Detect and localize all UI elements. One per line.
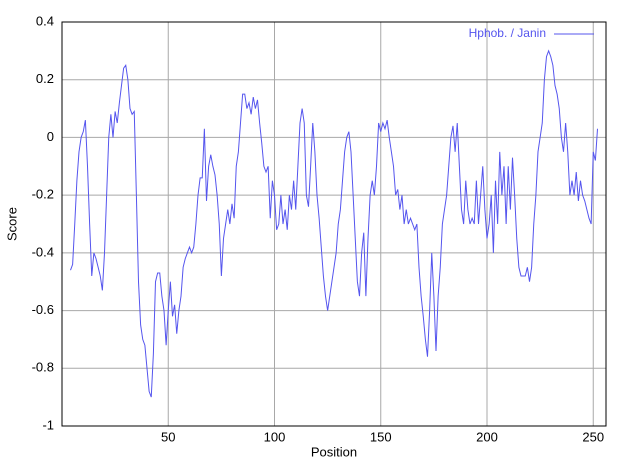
- data-line: [70, 49, 598, 398]
- y-axis-label: Score: [4, 207, 19, 241]
- legend-label: Hphob. / Janin: [469, 26, 546, 40]
- y-tick-label: -0.4: [32, 244, 54, 259]
- x-tick-label: 50: [161, 429, 175, 444]
- x-tick-label: 150: [370, 429, 392, 444]
- plot-frame: [61, 21, 607, 427]
- y-tick-label: 0.4: [36, 13, 54, 28]
- y-tick-label: -1: [42, 417, 54, 432]
- x-axis-label: Position: [311, 444, 357, 459]
- y-tick-label: -0.2: [32, 187, 54, 202]
- x-tick-label: 100: [264, 429, 286, 444]
- x-tick-label: 200: [476, 429, 498, 444]
- y-tick-label: -0.8: [32, 360, 54, 375]
- x-tick-label: 250: [582, 429, 604, 444]
- y-tick-label: 0: [47, 129, 54, 144]
- y-tick-label: -0.6: [32, 302, 54, 317]
- y-tick-label: 0.2: [36, 71, 54, 86]
